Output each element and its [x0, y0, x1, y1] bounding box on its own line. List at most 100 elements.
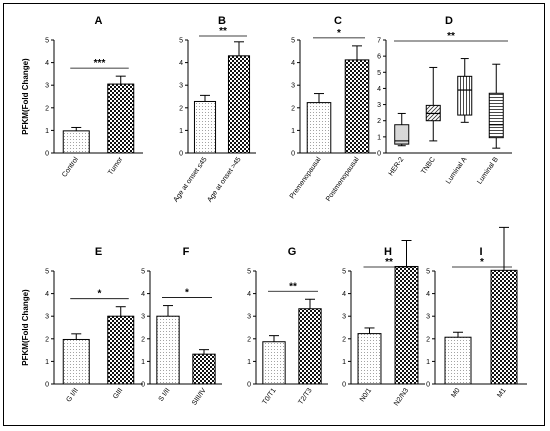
- y-tick-label: 3: [426, 314, 430, 321]
- y-tick-label: 3: [45, 314, 49, 321]
- y-tick-label: 1: [45, 128, 49, 135]
- panel-e: 0 1 2 3 4 5 E G I/II GIII *: [45, 246, 143, 404]
- bar: [490, 269, 518, 385]
- y-tick-label: 0: [426, 382, 430, 389]
- x-tick-label: GIII: [112, 387, 124, 400]
- y-tick-label: 1: [45, 359, 49, 366]
- panel-f: 0 1 2 3 4 5 F S I/II SIII/IV *: [141, 246, 222, 407]
- y-tick-label: 4: [179, 60, 183, 67]
- significance-stars: *: [185, 288, 189, 299]
- x-tick-label: Luminal A: [445, 156, 469, 185]
- x-tick-label: TNBC: [420, 156, 437, 176]
- panel-label: G: [288, 246, 297, 258]
- bar: [262, 341, 286, 385]
- x-tick-label: Postmenopausal: [325, 156, 361, 203]
- y-tick-label: 3: [179, 83, 183, 90]
- y-tick-label: 5: [342, 269, 346, 276]
- bar: [107, 83, 135, 154]
- x-tick-label: N2/N3: [393, 387, 410, 407]
- y-tick-label: 5: [141, 269, 145, 276]
- y-tick-label: 1: [179, 128, 183, 135]
- x-tick-label: Luminal B: [476, 156, 500, 186]
- panel-label: A: [95, 15, 103, 27]
- significance-stars: *: [337, 28, 341, 39]
- x-tick-label: M1: [496, 387, 507, 399]
- y-axis-title: PFKM(Fold Change): [21, 289, 30, 366]
- panel-label: F: [183, 246, 190, 258]
- y-tick-label: 4: [141, 291, 145, 298]
- y-tick-label: 1: [291, 128, 295, 135]
- panel-h: 0 1 2 3 4 5 H N0/1 N2/N3 **: [342, 239, 425, 407]
- bar: [357, 333, 382, 385]
- y-tick-label: 5: [426, 269, 430, 276]
- y-tick-label: 0: [141, 382, 145, 389]
- panel-label: B: [218, 15, 226, 27]
- y-tick-label: 0: [179, 151, 183, 158]
- y-tick-label: 4: [45, 60, 49, 67]
- y-tick-label: 5: [377, 70, 381, 77]
- x-tick-label: S I/II: [158, 387, 172, 403]
- y-tick-label: 0: [291, 151, 295, 158]
- significance-stars: *: [480, 257, 484, 268]
- y-tick-label: 2: [45, 105, 49, 112]
- y-tick-label: 0: [45, 382, 49, 389]
- y-tick-label: 3: [247, 314, 251, 321]
- x-tick-label: Control: [61, 156, 80, 179]
- y-tick-label: 5: [179, 38, 183, 45]
- x-tick-label: T0/T1: [261, 387, 277, 406]
- y-tick-label: 6: [377, 54, 381, 61]
- y-tick-label: 4: [291, 60, 295, 67]
- bar: [107, 315, 135, 385]
- y-tick-label: 7: [377, 38, 381, 45]
- significance-stars: **: [289, 281, 297, 292]
- x-tick-label: N0/1: [359, 387, 373, 403]
- y-tick-label: 5: [45, 38, 49, 45]
- box: [394, 124, 410, 145]
- y-tick-label: 3: [291, 83, 295, 90]
- significance-stars: **: [385, 257, 393, 268]
- y-tick-label: 5: [247, 269, 251, 276]
- box: [457, 75, 473, 116]
- bar: [306, 102, 332, 154]
- bar: [193, 100, 217, 154]
- x-tick-label: Age at onset >45: [206, 156, 242, 204]
- y-tick-label: 4: [45, 291, 49, 298]
- y-tick-label: 5: [291, 38, 295, 45]
- significance-stars: *: [98, 289, 102, 300]
- significance-stars: **: [447, 31, 455, 42]
- bar: [394, 265, 419, 385]
- y-tick-label: 1: [141, 359, 145, 366]
- x-tick-label: Age at onset ≤45: [173, 156, 209, 203]
- x-tick-label: Premenopausal: [289, 156, 323, 201]
- y-tick-label: 1: [426, 359, 430, 366]
- panel-label: E: [95, 246, 102, 258]
- bar: [156, 315, 180, 385]
- y-tick-label: 2: [179, 105, 183, 112]
- panel-g: 0 1 2 3 4 5 G T0/T1 T2/T3 **: [247, 246, 328, 406]
- y-tick-label: 5: [45, 269, 49, 276]
- bar: [62, 130, 90, 154]
- y-tick-label: 1: [247, 359, 251, 366]
- y-tick-label: 1: [342, 359, 346, 366]
- y-axis-title: PFKM(Fold Change): [21, 58, 30, 135]
- significance-stars: **: [219, 26, 227, 37]
- panel-c: 0 1 2 3 4 5 C Premenopausal Postmenopausal *: [289, 15, 376, 203]
- panel-label: H: [384, 246, 392, 258]
- y-tick-label: 0: [342, 382, 346, 389]
- bar: [298, 308, 322, 385]
- panel-i: 0 1 2 3 4 5 I M0 M1 *: [426, 226, 527, 399]
- y-tick-label: 4: [426, 291, 430, 298]
- y-tick-label: 4: [342, 291, 346, 298]
- y-tick-label: 2: [45, 336, 49, 343]
- box: [488, 92, 504, 139]
- bar: [62, 338, 90, 385]
- bar: [344, 59, 370, 154]
- y-tick-label: 0: [377, 151, 381, 158]
- y-tick-label: 0: [247, 382, 251, 389]
- x-tick-label: T2/T3: [297, 387, 313, 406]
- y-tick-label: 0: [45, 151, 49, 158]
- x-tick-label: HER-2: [388, 156, 406, 177]
- x-tick-label: Tumor: [107, 156, 125, 177]
- y-tick-label: 2: [426, 336, 430, 343]
